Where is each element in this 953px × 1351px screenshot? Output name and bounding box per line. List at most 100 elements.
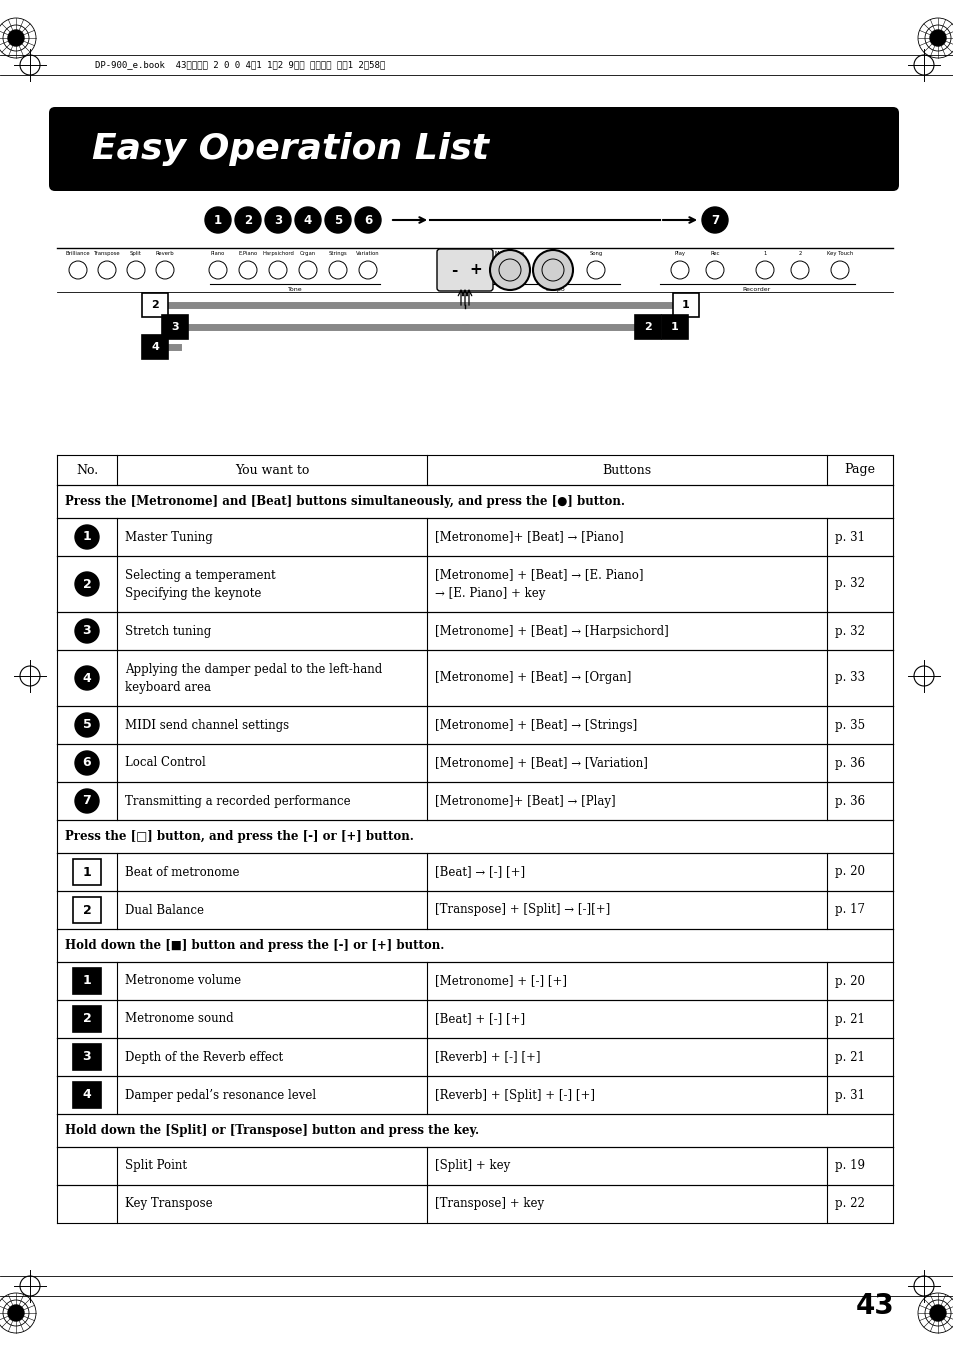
FancyBboxPatch shape bbox=[73, 897, 101, 923]
Text: 1: 1 bbox=[670, 322, 679, 332]
Text: Harpsichord: Harpsichord bbox=[262, 251, 294, 255]
Text: +: + bbox=[469, 262, 482, 277]
Text: p. 33: p. 33 bbox=[834, 671, 864, 685]
Text: p. 21: p. 21 bbox=[834, 1012, 864, 1025]
Text: [Beat] → [-] [+]: [Beat] → [-] [+] bbox=[435, 866, 524, 878]
Text: p. 20: p. 20 bbox=[834, 974, 864, 988]
Text: [Metronome]+ [Beat] → [Play]: [Metronome]+ [Beat] → [Play] bbox=[435, 794, 615, 808]
Circle shape bbox=[490, 250, 530, 290]
FancyBboxPatch shape bbox=[73, 859, 101, 885]
Text: 6: 6 bbox=[363, 213, 372, 227]
Text: Metronome volume: Metronome volume bbox=[125, 974, 241, 988]
Text: 3: 3 bbox=[274, 213, 282, 227]
Text: p. 22: p. 22 bbox=[834, 1197, 864, 1210]
Text: 1: 1 bbox=[762, 251, 766, 255]
Text: Easy Operation List: Easy Operation List bbox=[91, 132, 489, 166]
Circle shape bbox=[75, 789, 99, 813]
Circle shape bbox=[533, 250, 573, 290]
FancyBboxPatch shape bbox=[73, 969, 101, 994]
Text: Tempo: Tempo bbox=[544, 286, 565, 292]
Text: p. 19: p. 19 bbox=[834, 1159, 864, 1173]
Text: 2: 2 bbox=[244, 213, 252, 227]
Text: 4: 4 bbox=[151, 342, 159, 353]
Circle shape bbox=[234, 207, 261, 232]
Text: [Split] + key: [Split] + key bbox=[435, 1159, 510, 1173]
Text: 7: 7 bbox=[83, 794, 91, 808]
Text: [Metronome] + [Beat] → [E. Piano]: [Metronome] + [Beat] → [E. Piano] bbox=[435, 569, 643, 581]
FancyBboxPatch shape bbox=[142, 293, 168, 317]
Text: [Metronome] + [-] [+]: [Metronome] + [-] [+] bbox=[435, 974, 566, 988]
Text: Key Transpose: Key Transpose bbox=[125, 1197, 213, 1210]
FancyBboxPatch shape bbox=[142, 335, 168, 359]
FancyBboxPatch shape bbox=[49, 107, 898, 190]
Text: [Transpose] + [Split] → [-][+]: [Transpose] + [Split] → [-][+] bbox=[435, 904, 610, 916]
Text: Tone: Tone bbox=[288, 286, 302, 292]
FancyBboxPatch shape bbox=[73, 1006, 101, 1032]
Text: Specifying the keynote: Specifying the keynote bbox=[125, 586, 261, 600]
FancyBboxPatch shape bbox=[635, 315, 660, 339]
Text: DP-900_e.book  43ページ　 2 0 0 4年1 1月2 9日　 月曜日　 午後1 2時58分: DP-900_e.book 43ページ 2 0 0 4年1 1月2 9日 月曜日… bbox=[95, 61, 385, 69]
Text: Split: Split bbox=[130, 251, 142, 255]
Text: Local Control: Local Control bbox=[125, 757, 206, 770]
Text: Brilliance: Brilliance bbox=[66, 251, 91, 255]
Circle shape bbox=[75, 571, 99, 596]
Text: MIDI send channel settings: MIDI send channel settings bbox=[125, 719, 289, 731]
Text: 4: 4 bbox=[304, 213, 312, 227]
Text: 7: 7 bbox=[710, 213, 719, 227]
Text: Metronome sound: Metronome sound bbox=[125, 1012, 233, 1025]
Circle shape bbox=[355, 207, 380, 232]
FancyBboxPatch shape bbox=[73, 1082, 101, 1108]
Text: [Metronome]+ [Beat] → [Piano]: [Metronome]+ [Beat] → [Piano] bbox=[435, 531, 623, 543]
Circle shape bbox=[265, 207, 291, 232]
Text: Damper pedal’s resonance level: Damper pedal’s resonance level bbox=[125, 1089, 315, 1101]
Text: 5: 5 bbox=[334, 213, 342, 227]
Text: 2: 2 bbox=[83, 904, 91, 916]
Text: 1: 1 bbox=[213, 213, 222, 227]
Text: Song: Song bbox=[589, 251, 602, 255]
Text: Press the [Metronome] and [Beat] buttons simultaneously, and press the [●] butto: Press the [Metronome] and [Beat] buttons… bbox=[65, 494, 624, 508]
Text: Metronome: Metronome bbox=[495, 251, 524, 255]
Text: → [E. Piano] + key: → [E. Piano] + key bbox=[435, 586, 545, 600]
FancyBboxPatch shape bbox=[73, 1044, 101, 1070]
Text: 5: 5 bbox=[83, 719, 91, 731]
Text: Selecting a temperament: Selecting a temperament bbox=[125, 569, 275, 581]
Text: p. 31: p. 31 bbox=[834, 531, 864, 543]
Circle shape bbox=[75, 526, 99, 549]
Text: 3: 3 bbox=[171, 322, 178, 332]
Text: [Transpose] + key: [Transpose] + key bbox=[435, 1197, 543, 1210]
Text: [Metronome] + [Beat] → [Harpsichord]: [Metronome] + [Beat] → [Harpsichord] bbox=[435, 624, 668, 638]
Text: Beat: Beat bbox=[546, 251, 558, 255]
Text: p. 21: p. 21 bbox=[834, 1051, 864, 1063]
Text: Reverb: Reverb bbox=[155, 251, 174, 255]
Text: No.: No. bbox=[76, 463, 98, 477]
Text: 1: 1 bbox=[681, 300, 689, 309]
Circle shape bbox=[75, 751, 99, 775]
Text: p. 36: p. 36 bbox=[834, 757, 864, 770]
Text: Rec: Rec bbox=[709, 251, 719, 255]
FancyBboxPatch shape bbox=[672, 293, 699, 317]
Circle shape bbox=[205, 207, 231, 232]
FancyBboxPatch shape bbox=[162, 315, 188, 339]
Text: E.Piano: E.Piano bbox=[238, 251, 257, 255]
Text: p. 31: p. 31 bbox=[834, 1089, 864, 1101]
Text: Split Point: Split Point bbox=[125, 1159, 187, 1173]
Text: p. 17: p. 17 bbox=[834, 904, 864, 916]
Text: 2: 2 bbox=[83, 577, 91, 590]
Text: keyboard area: keyboard area bbox=[125, 681, 211, 693]
FancyBboxPatch shape bbox=[436, 249, 493, 290]
Text: 6: 6 bbox=[83, 757, 91, 770]
Text: Recorder: Recorder bbox=[742, 286, 770, 292]
Circle shape bbox=[75, 619, 99, 643]
Circle shape bbox=[929, 30, 945, 46]
Circle shape bbox=[8, 30, 24, 46]
Text: 2: 2 bbox=[83, 1012, 91, 1025]
Text: 2: 2 bbox=[798, 251, 801, 255]
Text: Key Touch: Key Touch bbox=[826, 251, 852, 255]
Text: [Reverb] + [-] [+]: [Reverb] + [-] [+] bbox=[435, 1051, 540, 1063]
Text: 4: 4 bbox=[83, 671, 91, 685]
Text: Beat of metronome: Beat of metronome bbox=[125, 866, 239, 878]
Text: Strings: Strings bbox=[328, 251, 347, 255]
Text: Page: Page bbox=[843, 463, 875, 477]
Text: 2: 2 bbox=[151, 300, 159, 309]
Text: p. 35: p. 35 bbox=[834, 719, 864, 731]
